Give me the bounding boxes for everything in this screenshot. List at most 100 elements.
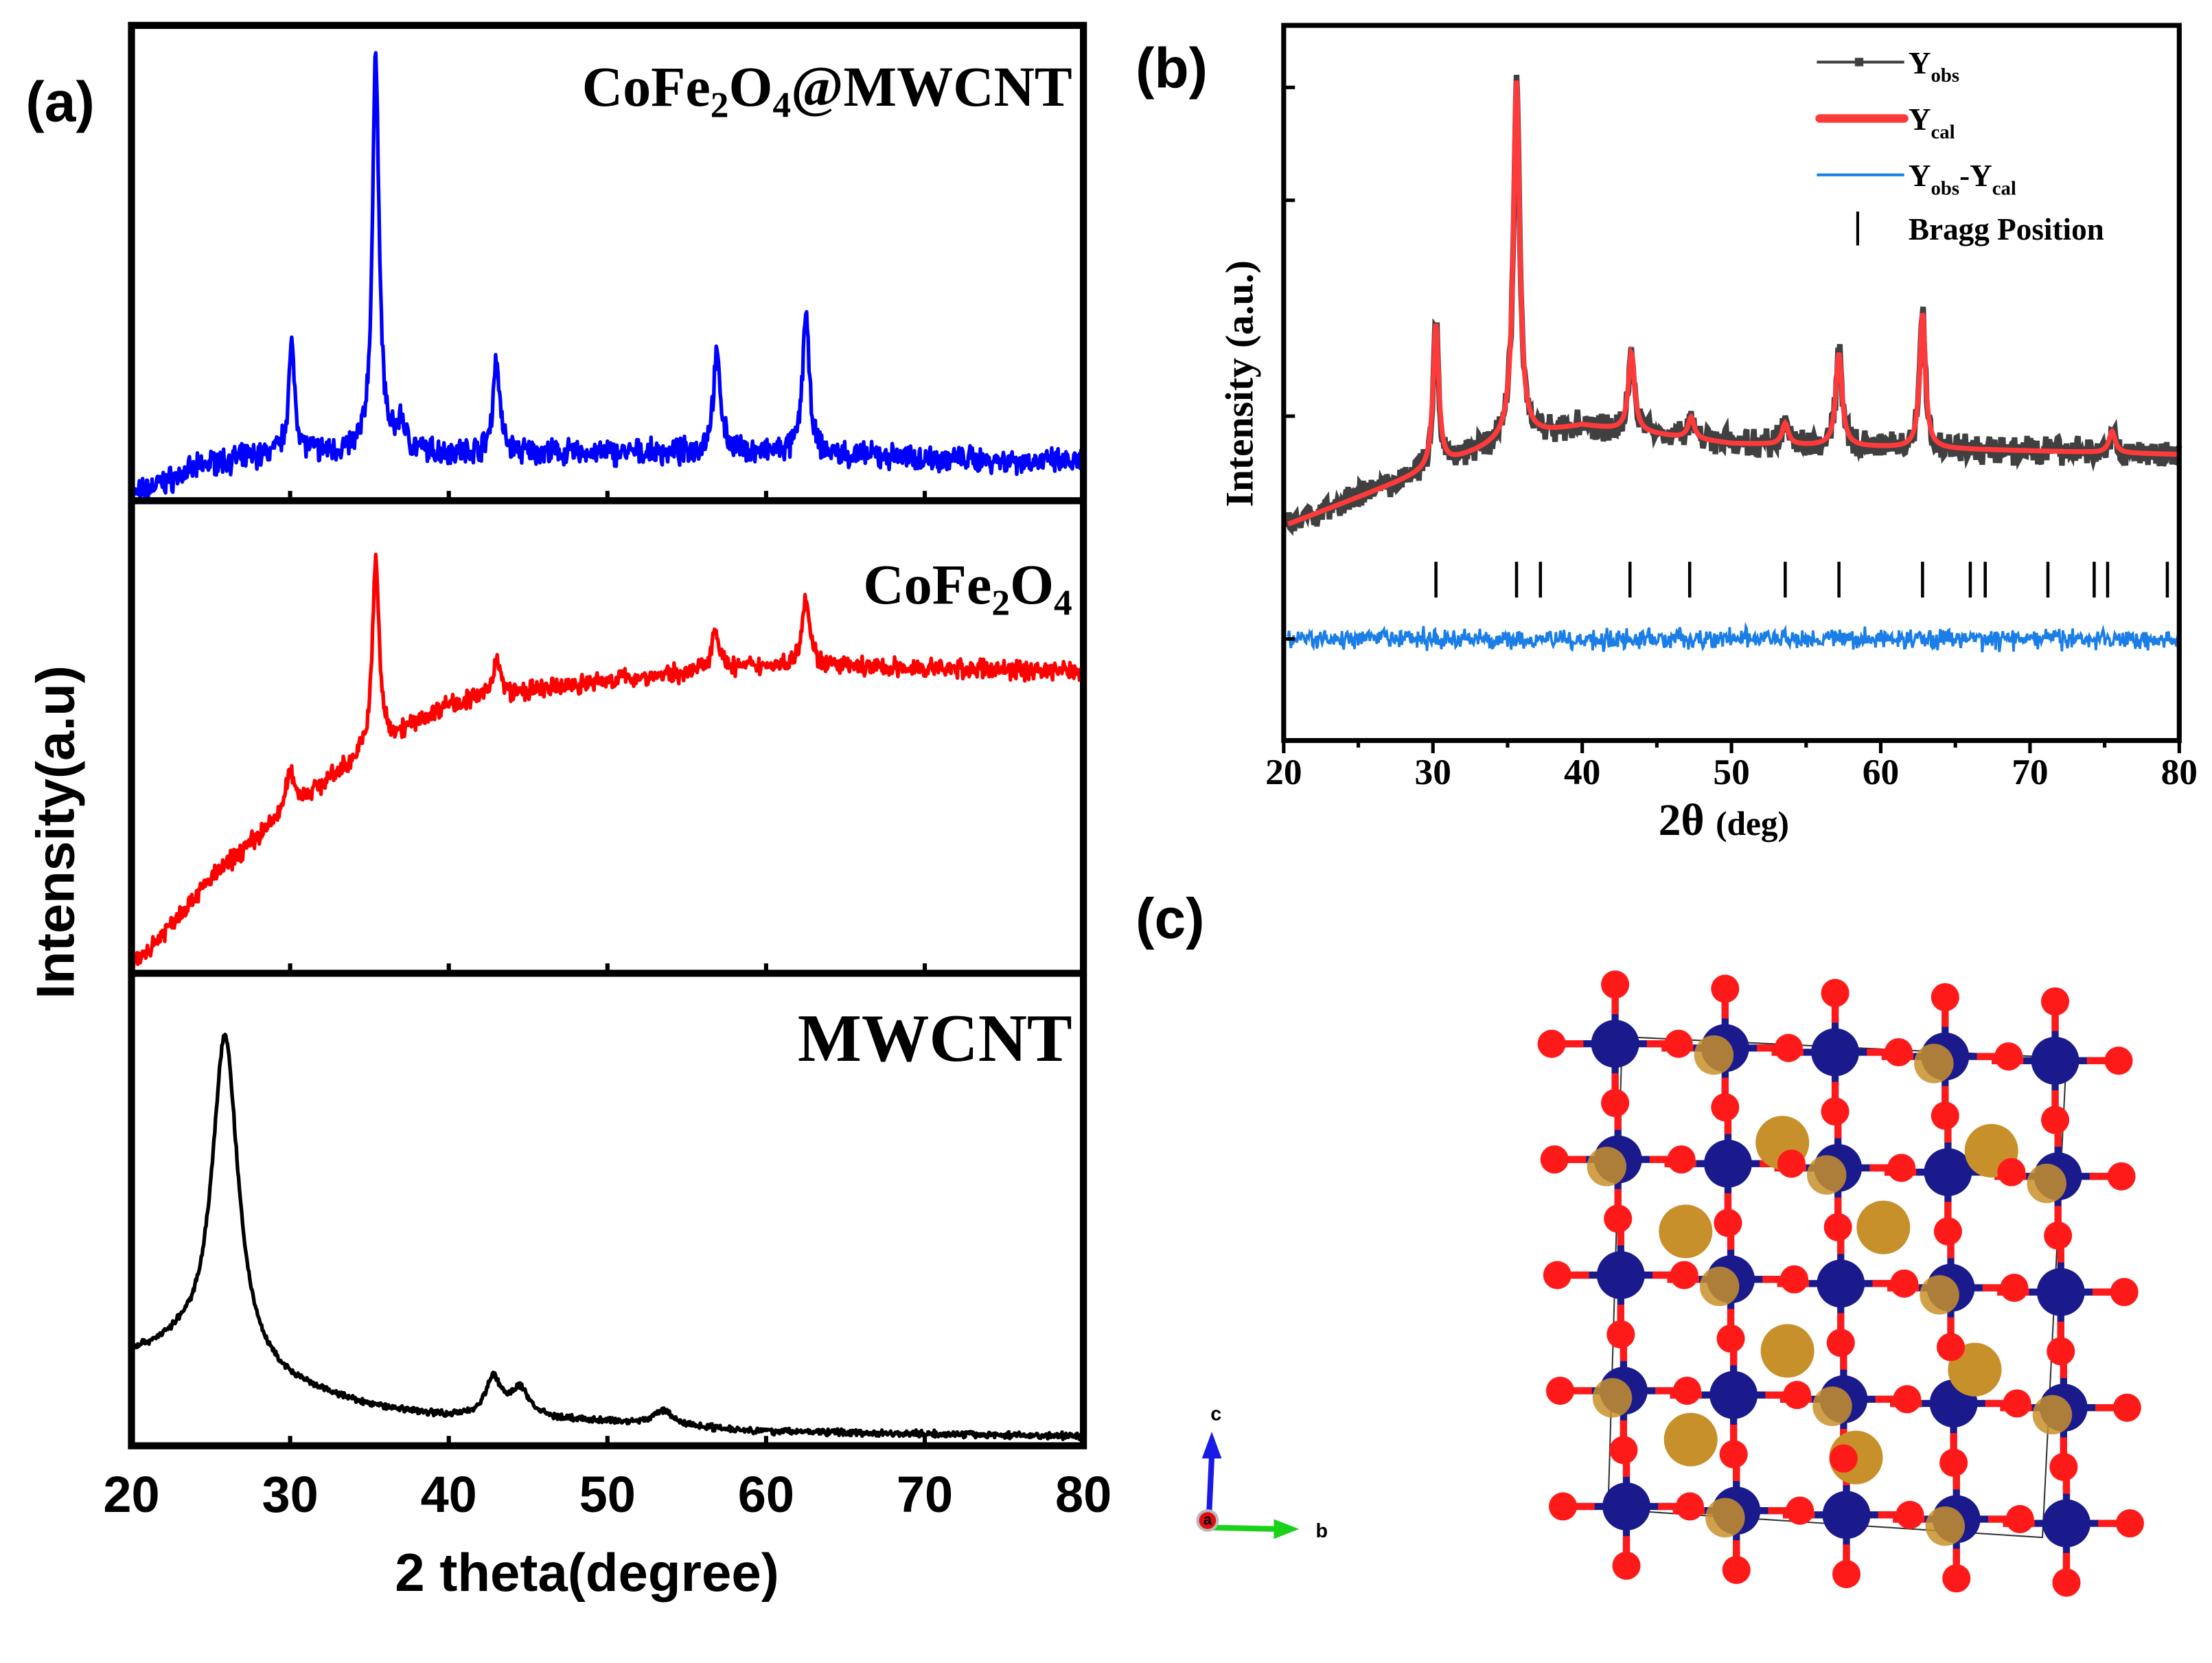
unit-cell (1607, 1035, 2068, 1539)
o-atom (1545, 1376, 1575, 1406)
fe-atom (1709, 1370, 1758, 1419)
fe-atom (2031, 1036, 2079, 1085)
co-atom (1587, 1147, 1627, 1186)
o-atom (2115, 1509, 2144, 1538)
x-tick-label: 40 (1564, 751, 1600, 792)
panel-a-xlabel: 2 theta(degree) (395, 1542, 779, 1603)
ycal-curve (1287, 80, 2180, 527)
o-atom (1601, 970, 1630, 999)
xrd-curve-mwcnt (130, 1032, 1085, 1442)
o-atom (1719, 1440, 1748, 1469)
co-atom (1806, 1155, 1847, 1195)
x-tick-label: 30 (262, 1466, 318, 1523)
o-atom (1609, 1436, 1638, 1465)
o-atom (2005, 1504, 2034, 1534)
o-atom (1667, 1145, 1696, 1174)
x-tick-label: 40 (421, 1466, 477, 1523)
x-tick-label: 50 (1713, 751, 1749, 792)
yobs-curve (1285, 74, 2182, 536)
o-atom (1829, 1444, 1858, 1473)
difference-curve (1287, 621, 2181, 653)
legend-ycal: Ycal (1909, 102, 1955, 143)
panel-a-frame (128, 21, 1087, 1449)
o-atom (1884, 1037, 1913, 1067)
legend-bragg: Bragg Position (1909, 212, 2104, 246)
o-atom (1890, 1269, 1919, 1298)
xrd-curve-cofe2o4-mwcnt (130, 51, 1085, 500)
panel-b-label: (b) (1136, 37, 1208, 100)
o-atom (2047, 1337, 2075, 1366)
x-tick-label: 70 (2012, 751, 2048, 792)
o-atom (1783, 1381, 1812, 1410)
o-atom (2040, 1105, 2070, 1134)
o-atom (1612, 1551, 1641, 1580)
x-tick-label: 30 (1415, 751, 1451, 792)
fe-atom (1602, 1482, 1650, 1530)
o-atom (1714, 1208, 1742, 1237)
xrd-curve-cofe2o4 (129, 552, 1085, 973)
co-atom (2027, 1163, 2066, 1204)
o-atom (1933, 1217, 1962, 1246)
o-atom (1543, 1261, 1571, 1289)
panel-b-xlabel: 2θ (deg) (1659, 795, 1789, 845)
axis-b-label: b (1316, 1520, 1328, 1542)
fe-atom (1817, 1259, 1865, 1308)
co-atom (1705, 1498, 1745, 1538)
co-atom (1812, 1386, 1852, 1426)
o-atom (2104, 1046, 2133, 1075)
fe-atom (2036, 1268, 2085, 1316)
x-tick-label: 50 (579, 1466, 636, 1523)
o-atom (1786, 1496, 1814, 1525)
fe-atom (1596, 1251, 1645, 1299)
x-tick-label: 80 (1055, 1466, 1111, 1523)
fe-atom (1811, 1028, 1859, 1077)
legend-diff: Yobs-Ycal (1909, 159, 2016, 199)
o-atom (1549, 1492, 1578, 1521)
panel-a-ticks: 20 30 40 50 60 70 80 (103, 490, 1111, 1523)
o-atom (1540, 1145, 1569, 1174)
co-atom (1760, 1324, 1814, 1378)
co-atom (1592, 1378, 1633, 1418)
crystal-structure (1537, 970, 2144, 1597)
o-atom (1994, 1042, 2023, 1071)
o-atom (1821, 1097, 1850, 1126)
fe-atom (1822, 1491, 1871, 1539)
o-atom (1604, 1204, 1633, 1233)
co-atom (1694, 1035, 1734, 1075)
o-atom (1606, 1320, 1635, 1349)
o-atom (1774, 1033, 1803, 1062)
panel-b-ylabel: Intensity (a.u.) (1219, 260, 1262, 507)
o-atom (1722, 1555, 1751, 1584)
panel-b-curves (1285, 74, 2182, 653)
panel-c: (c) a b c (1136, 888, 2144, 1597)
o-atom (1832, 1560, 1861, 1589)
o-atom (2003, 1389, 2031, 1418)
o-atom (1931, 983, 1959, 1011)
o-atom (1711, 1093, 1740, 1122)
o-atom (2040, 987, 2070, 1016)
axis-c-label: c (1210, 1403, 1221, 1425)
o-atom (2049, 1452, 2078, 1481)
o-atom (1939, 1448, 1968, 1477)
fe-atom (1924, 1148, 1972, 1197)
o-atom (1777, 1149, 1806, 1178)
o-atom (2052, 1568, 2081, 1597)
o-atom (1936, 1333, 1966, 1362)
panel-a-curves (129, 51, 1085, 1442)
o-atom (1887, 1154, 1916, 1182)
co-atom (1663, 1412, 1718, 1467)
fe-atom (1704, 1139, 1752, 1188)
o-atom (1601, 1088, 1630, 1117)
co-atom (1925, 1506, 1966, 1546)
panel-b-ticks: 20 30 40 50 60 70 80 (1265, 85, 2198, 792)
o-atom (1931, 1101, 1959, 1130)
co-atom (1699, 1266, 1740, 1307)
co-atom (1856, 1200, 1911, 1254)
co-atom (1659, 1204, 1713, 1259)
x-tick-label: 20 (1265, 751, 1302, 792)
legend-yobs: Yobs (1909, 46, 1959, 87)
series-label-mwcnt: MWCNT (798, 1001, 1072, 1076)
o-atom (1716, 1324, 1745, 1353)
o-atom (2110, 1278, 2139, 1307)
